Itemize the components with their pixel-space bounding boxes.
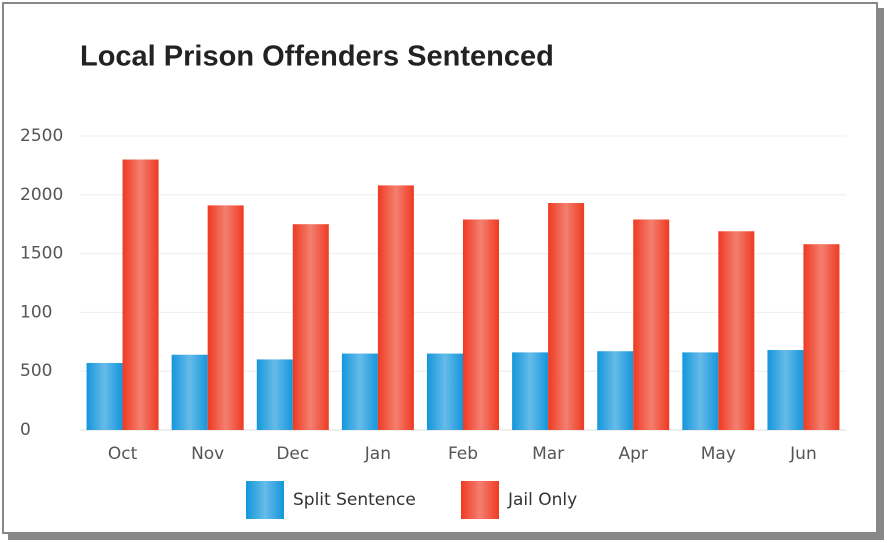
y-tick-label: 100 [20, 302, 52, 322]
bar [767, 350, 804, 430]
bar [427, 353, 463, 430]
bar [171, 354, 208, 430]
bar [86, 362, 123, 430]
x-tick-label: Apr [619, 444, 648, 464]
x-tick-label: May [701, 444, 736, 464]
bar [548, 203, 585, 430]
bar [341, 353, 378, 430]
legend-label: Split Sentence [293, 490, 416, 510]
x-tick-label: Oct [108, 444, 138, 464]
bar [377, 185, 414, 430]
bar [633, 219, 670, 430]
y-tick-label: 1500 [20, 244, 63, 264]
bar [256, 359, 293, 430]
legend-label: Jail Only [507, 490, 577, 510]
bar [718, 231, 755, 430]
y-tick-label: 2000 [20, 185, 63, 205]
y-tick-label: 0 [20, 420, 31, 440]
bar [463, 219, 499, 430]
bar [512, 352, 549, 430]
bar [207, 205, 244, 430]
bar [292, 224, 329, 430]
bar [597, 351, 634, 430]
x-tick-label: Jan [364, 444, 391, 464]
chart-title: Local Prison Offenders Sentenced [80, 41, 554, 73]
legend-swatch [246, 481, 284, 519]
legend-swatch [461, 481, 499, 519]
bar [122, 159, 159, 430]
y-tick-label: 500 [20, 361, 52, 381]
x-tick-label: Jun [789, 444, 817, 464]
y-tick-label: 2500 [20, 126, 63, 146]
bar [803, 244, 840, 430]
x-tick-label: Feb [448, 444, 478, 464]
x-tick-label: Nov [191, 444, 224, 464]
bar [682, 352, 719, 430]
x-tick-label: Dec [276, 444, 309, 464]
x-tick-label: Mar [532, 444, 564, 464]
